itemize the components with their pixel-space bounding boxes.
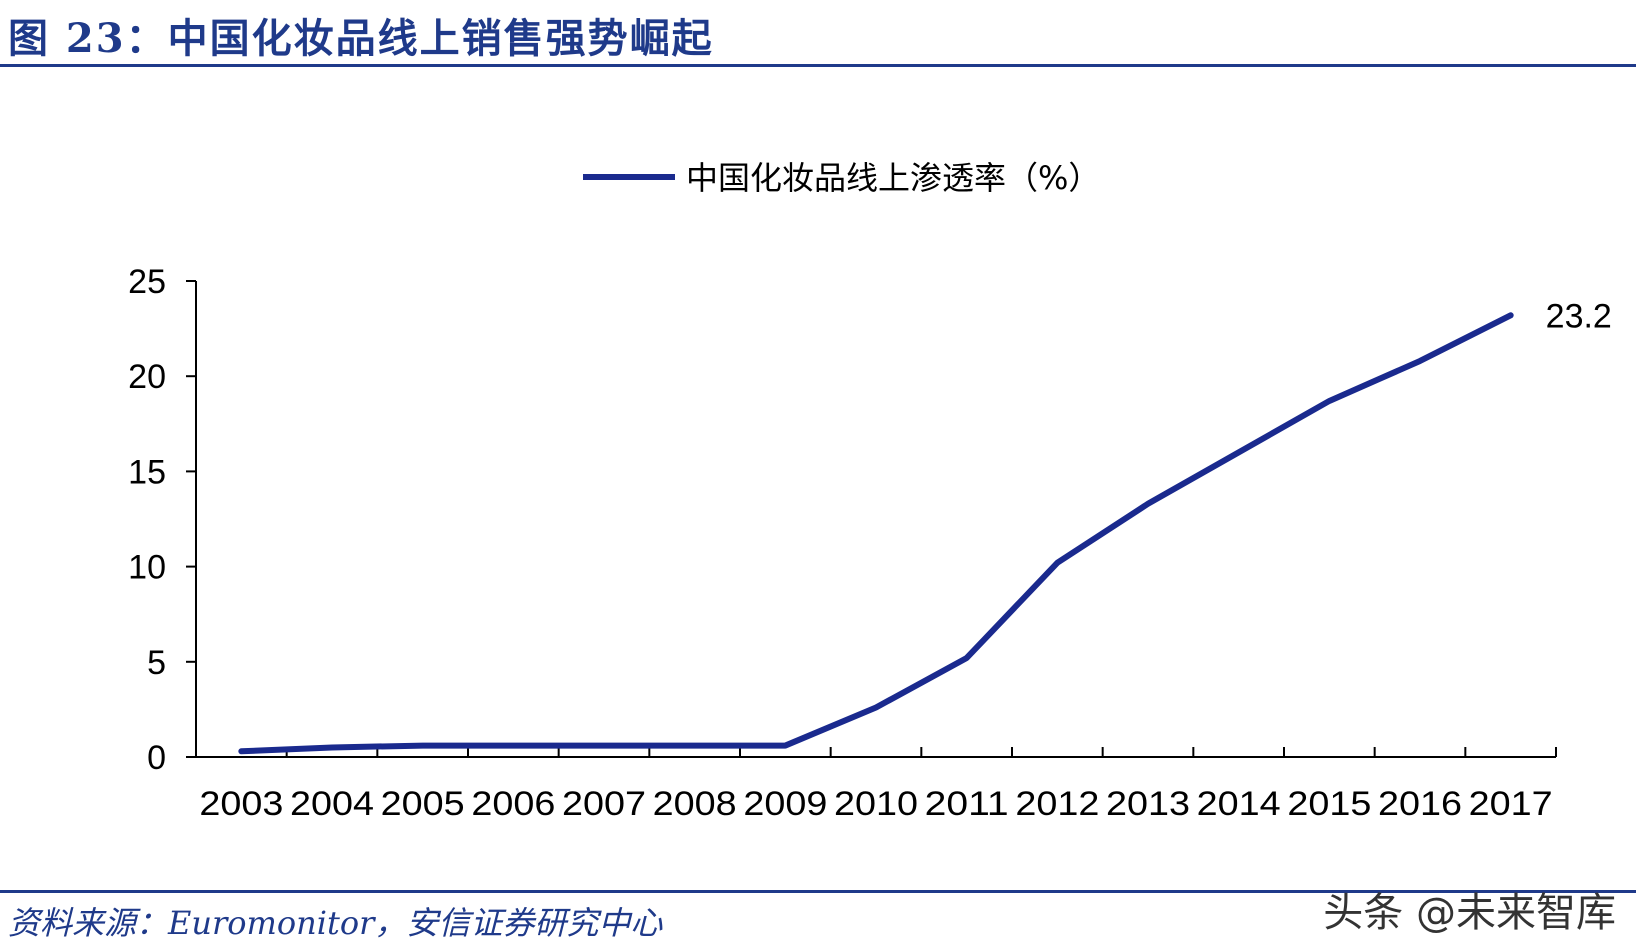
- data-point: [329, 744, 335, 750]
- data-point: [420, 743, 426, 749]
- data-label: 23.2: [1546, 297, 1612, 335]
- data-point: [601, 743, 607, 749]
- y-tick-label: 10: [128, 549, 166, 587]
- x-tick-label: 2007: [562, 785, 646, 823]
- series-line: [238, 312, 1514, 755]
- x-tick-label: 2014: [1197, 785, 1281, 823]
- x-tick-label: 2008: [653, 785, 737, 823]
- source-note: 资料来源：Euromonitor，安信证券研究中心: [8, 904, 663, 942]
- data-point: [1508, 312, 1514, 318]
- data-point: [1417, 358, 1423, 364]
- y-tick-label: 5: [147, 644, 166, 682]
- x-tick-label: 2009: [743, 785, 827, 823]
- data-point: [1236, 449, 1242, 455]
- x-tick-label: 2004: [290, 785, 374, 823]
- y-tick-label: 0: [147, 739, 166, 777]
- x-tick-label: 2017: [1469, 785, 1553, 823]
- data-point: [873, 704, 879, 710]
- x-tick-label: 2011: [925, 785, 1009, 823]
- data-point: [1054, 560, 1060, 566]
- y-tick-label: 20: [128, 358, 166, 396]
- x-tick-label: 2016: [1378, 785, 1462, 823]
- x-tick-label: 2013: [1106, 785, 1190, 823]
- title-divider: [0, 64, 1636, 67]
- data-point: [510, 743, 516, 749]
- watermark: 头条 @未来智库: [1323, 890, 1616, 936]
- x-tick-label: 2006: [471, 785, 555, 823]
- x-tick-label: 2003: [199, 785, 283, 823]
- source-divider: [0, 890, 1636, 893]
- x-tick-label: 2012: [1015, 785, 1099, 823]
- data-point: [1326, 398, 1332, 404]
- data-point: [964, 655, 970, 661]
- x-tick-label: 2005: [381, 785, 465, 823]
- y-tick-label: 15: [128, 453, 166, 491]
- legend-label: 中国化妆品线上渗透率（%）: [686, 159, 1100, 197]
- data-point: [238, 748, 244, 754]
- figure-title: 图 23：中国化妆品线上销售强势崛起: [8, 15, 714, 62]
- data-point: [1145, 501, 1151, 507]
- data-point: [692, 743, 698, 749]
- x-tick-label: 2010: [834, 785, 918, 823]
- x-tick-label: 2015: [1287, 785, 1371, 823]
- data-point: [782, 743, 788, 749]
- y-tick-label: 25: [128, 263, 166, 301]
